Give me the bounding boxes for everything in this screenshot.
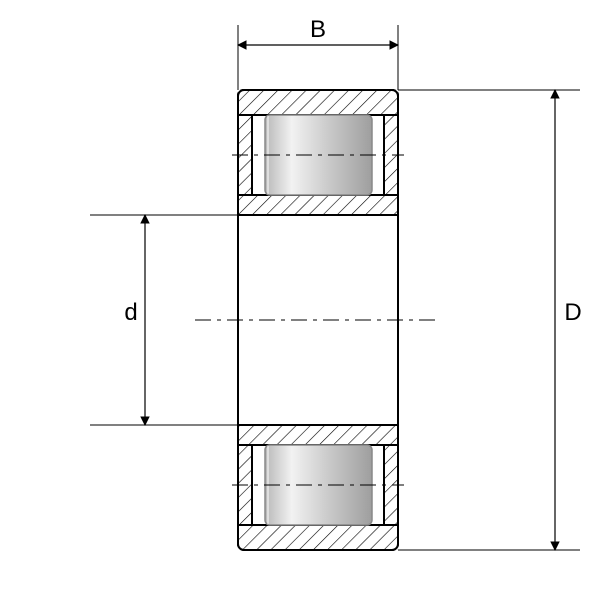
bearing-drawing: Bd D: [0, 0, 600, 600]
svg-text:d: d: [124, 299, 137, 326]
svg-text:B: B: [310, 16, 326, 43]
svg-text:D: D: [564, 299, 581, 326]
